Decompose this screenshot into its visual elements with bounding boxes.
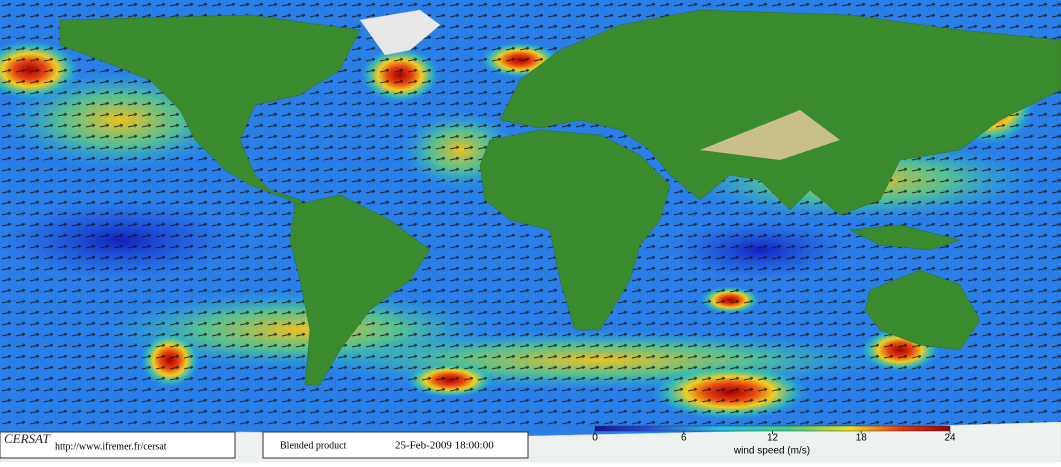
colorbar-tick-label: 6 — [681, 433, 687, 444]
colorbar-tick-label: 0 — [592, 433, 598, 444]
product-box — [262, 431, 529, 459]
logo: CERSAT — [4, 431, 51, 446]
colorbar-tick-label: 12 — [767, 433, 779, 444]
info-panel: CERSAT http://www.ifremer.fr/cersat Blen… — [0, 431, 810, 459]
date: 25-Feb-2009 18:00:00 — [395, 440, 494, 452]
product: Blended product — [280, 440, 347, 451]
colorbar-tick-label: 24 — [944, 433, 956, 444]
url: http://www.ifremer.fr/cersat — [55, 441, 167, 452]
colorbar-label: wind speed (m/s) — [733, 446, 810, 457]
logo-box — [0, 431, 236, 459]
colorbar-tick-label: 18 — [856, 433, 868, 444]
land — [0, 9, 1061, 463]
colorbar — [594, 425, 951, 432]
